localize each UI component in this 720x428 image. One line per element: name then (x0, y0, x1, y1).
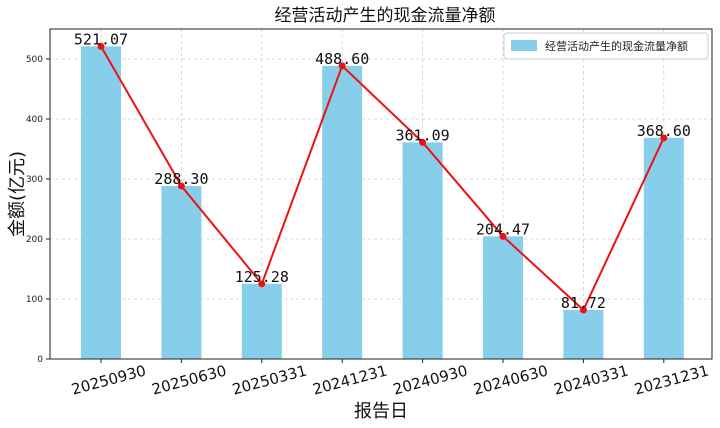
data-label: 125.28 (235, 268, 289, 286)
line-point (579, 306, 587, 314)
bar (81, 46, 121, 359)
line-point (660, 134, 668, 142)
legend-label: 经营活动产生的现金流量净额 (545, 39, 688, 53)
legend-swatch (511, 40, 537, 51)
series-line (100, 45, 665, 312)
data-label-layer: 521.07 288.30 125.28 488.60 361.09 204.47 81.7… (74, 30, 691, 312)
data-label: 488.60 (315, 50, 369, 68)
data-label: 81.72 (561, 294, 606, 312)
data-label: 361.09 (396, 126, 450, 144)
data-label: 521.07 (74, 30, 128, 48)
bar (402, 142, 443, 359)
chart-title: 经营活动产生的现金流量净额 (275, 6, 496, 26)
y-tick-label: 300 (26, 175, 43, 185)
line-point (177, 182, 185, 190)
line-point (419, 138, 427, 146)
y-axis-title: 金额(亿元) (7, 151, 28, 237)
y-tick-label: 200 (26, 235, 43, 245)
line-point (338, 62, 346, 70)
legend: 经营活动产生的现金流量净额 (503, 32, 709, 60)
bar-layer (81, 46, 684, 359)
y-tick-label: 0 (37, 355, 43, 365)
y-tick-label: 500 (26, 55, 43, 65)
y-tick-label: 100 (26, 295, 43, 305)
bar (483, 236, 523, 359)
line-point (499, 232, 507, 240)
bar (161, 186, 202, 359)
bar (322, 65, 363, 359)
legend-frame (503, 32, 709, 60)
line-point (258, 280, 266, 288)
line-point (97, 42, 105, 50)
bar (563, 309, 604, 359)
x-axis-title: 报告日 (354, 401, 408, 422)
bar (241, 283, 282, 359)
bar (643, 137, 684, 359)
line-layer (97, 42, 668, 314)
y-tick-label: 400 (26, 115, 43, 125)
data-label: 204.47 (476, 220, 530, 238)
plot-frame (49, 28, 713, 360)
data-label: 368.60 (637, 122, 691, 140)
data-label: 288.30 (154, 170, 208, 188)
